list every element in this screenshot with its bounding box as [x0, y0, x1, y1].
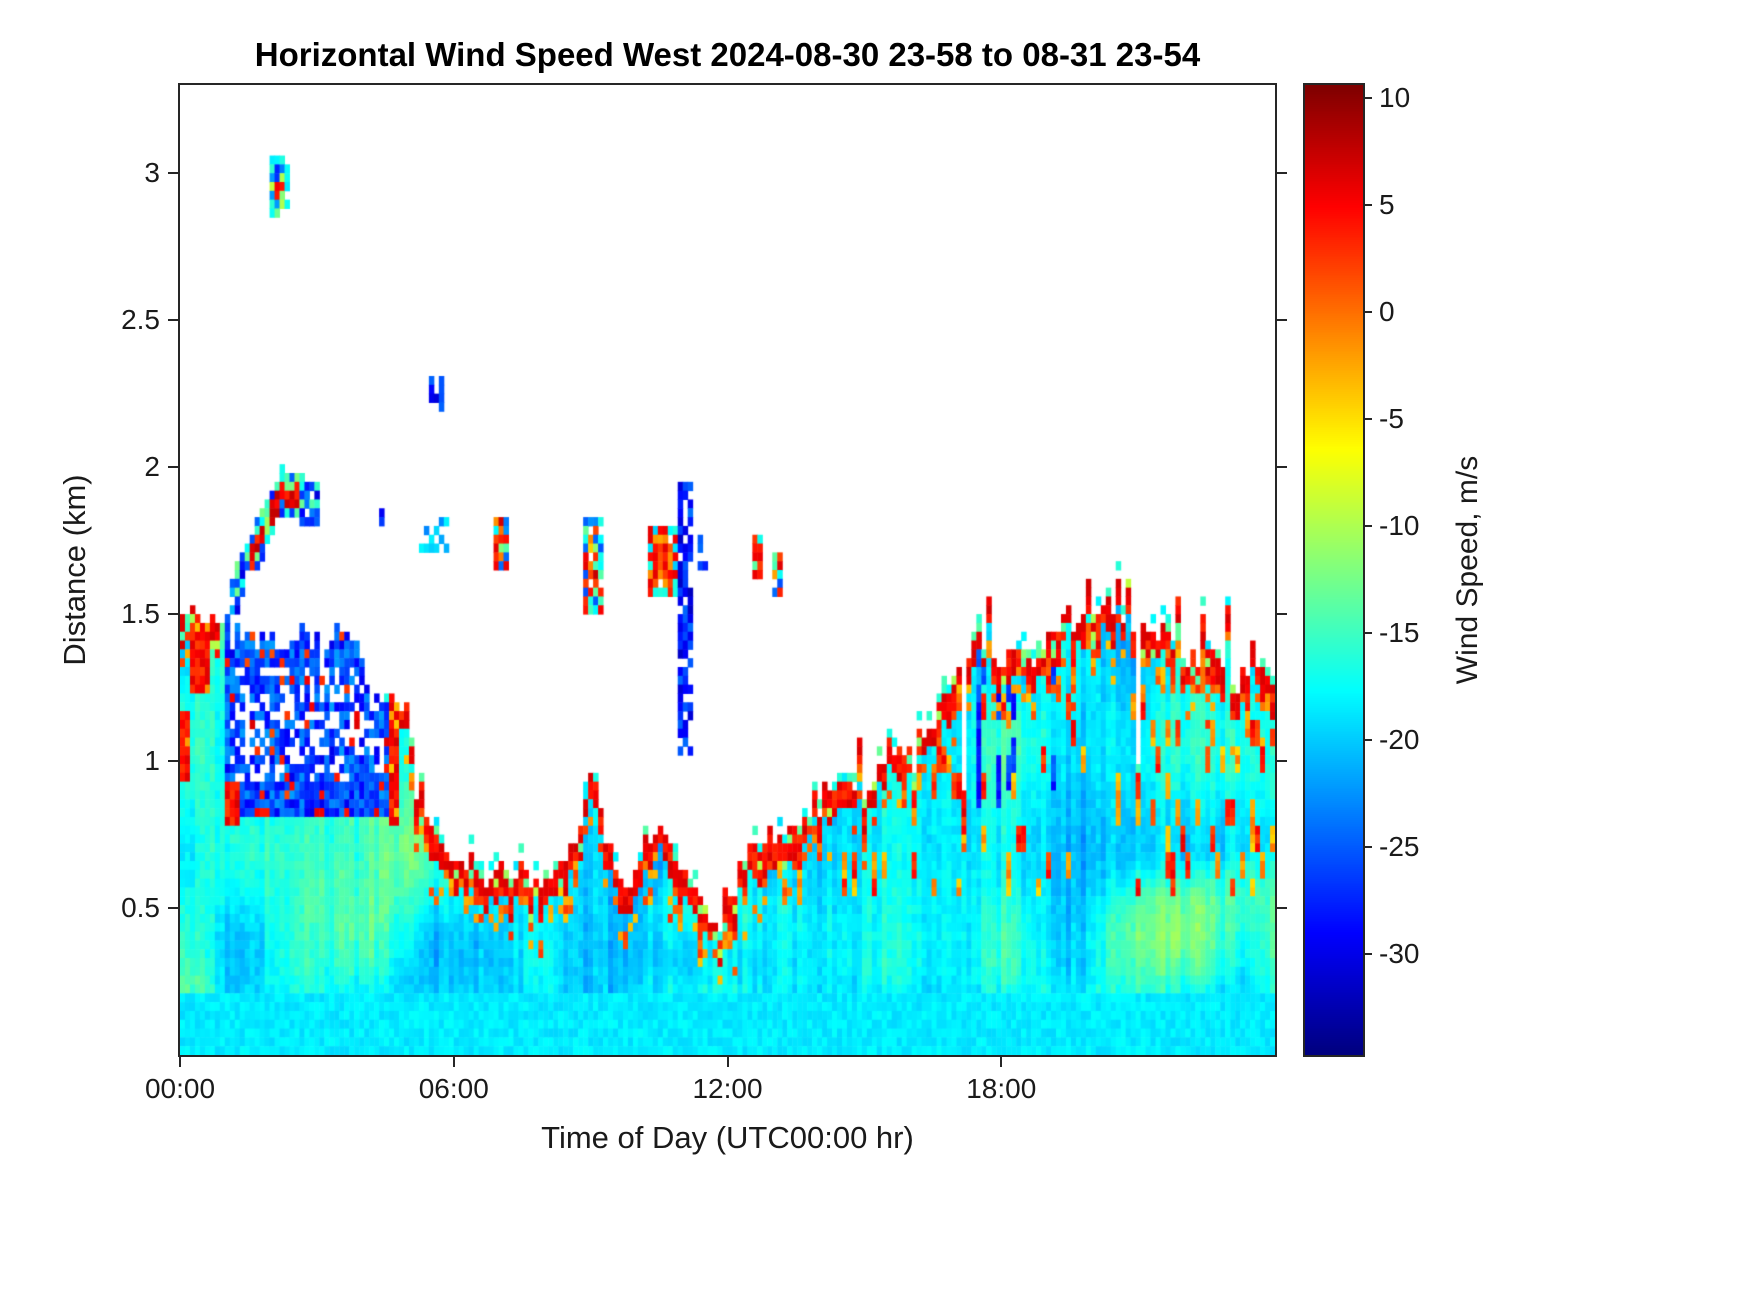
chart-title: Horizontal Wind Speed West 2024-08-30 23… [254, 36, 1201, 73]
x-tick-mark [452, 1055, 455, 1067]
colorbar-tick-label: 0 [1379, 295, 1395, 327]
right-tick-mark [1275, 760, 1287, 763]
right-tick-mark [1275, 172, 1287, 175]
y-tick-label: 2 [144, 451, 160, 483]
colorbar-tick-label: -15 [1379, 617, 1420, 649]
x-tick-mark [726, 1055, 729, 1067]
colorbar [1303, 83, 1365, 1057]
y-tick-mark [168, 466, 180, 469]
colorbar-tick-mark [1363, 96, 1372, 99]
y-tick-label: 2.5 [121, 304, 160, 336]
x-axis-label: Time of Day (UTC00:00 hr) [541, 1120, 914, 1155]
y-tick-mark [168, 172, 180, 175]
right-tick-mark [1275, 613, 1287, 616]
colorbar-tick-label: 10 [1379, 81, 1411, 113]
colorbar-label: Wind Speed, m/s [1451, 455, 1484, 685]
x-tick-label: 18:00 [966, 1073, 1037, 1104]
y-tick-label: 1.5 [121, 598, 160, 630]
colorbar-tick-label: 5 [1379, 188, 1395, 220]
colorbar-tick-label: -25 [1379, 831, 1420, 863]
x-tick-mark [179, 1055, 181, 1067]
colorbar-canvas [1305, 85, 1363, 1055]
colorbar-tick-mark [1363, 525, 1372, 528]
colorbar-tick-label: -10 [1379, 510, 1420, 542]
y-tick-mark [168, 760, 180, 763]
colorbar-tick-mark [1363, 632, 1372, 635]
heatmap-canvas [180, 85, 1275, 1055]
colorbar-tick-label: -20 [1379, 724, 1420, 756]
y-tick-mark [168, 613, 180, 616]
x-tick-mark [1000, 1055, 1003, 1067]
y-tick-label: 0.5 [121, 892, 160, 924]
x-tick-label: 06:00 [418, 1073, 489, 1104]
plot-area [178, 83, 1277, 1057]
right-tick-mark [1275, 466, 1287, 469]
y-tick-mark [168, 319, 180, 322]
y-tick-label: 3 [144, 157, 160, 189]
x-tick-label: 12:00 [692, 1073, 763, 1104]
colorbar-tick-mark [1363, 953, 1372, 956]
y-axis-label: Distance (km) [57, 474, 92, 666]
x-tick-label: 00:00 [144, 1073, 216, 1104]
colorbar-tick-mark [1363, 418, 1372, 421]
colorbar-tick-mark [1363, 846, 1372, 849]
right-tick-mark [1275, 907, 1287, 910]
colorbar-tick-mark [1363, 739, 1372, 742]
right-tick-mark [1275, 319, 1287, 322]
colorbar-tick-label: -30 [1379, 938, 1420, 970]
y-tick-mark [168, 907, 180, 910]
colorbar-tick-mark [1363, 203, 1372, 206]
colorbar-tick-mark [1363, 310, 1372, 313]
colorbar-tick-label: -5 [1379, 403, 1404, 435]
y-tick-label: 1 [144, 745, 160, 777]
